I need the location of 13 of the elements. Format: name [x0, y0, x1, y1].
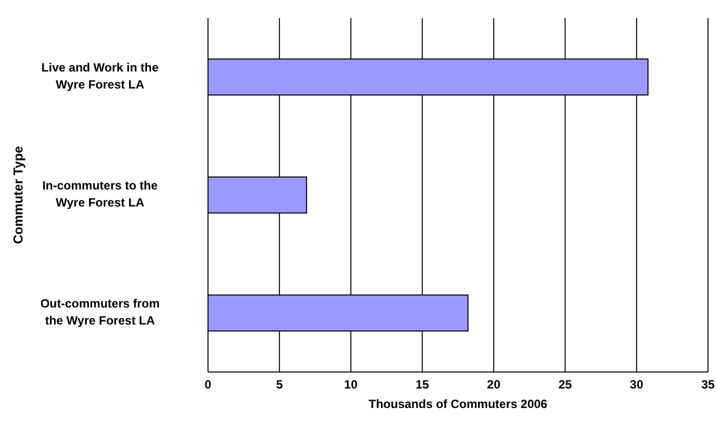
x-axis-title: Thousands of Commuters 2006: [368, 397, 548, 411]
x-tick-label: 15: [416, 378, 430, 392]
y-tick-label: In-commuters to the Wyre Forest LA: [42, 178, 158, 210]
y-tick-label: Out-commuters from the Wyre Forest LA: [40, 296, 160, 328]
x-tick-label: 0: [204, 378, 212, 392]
x-tick-label: 25: [558, 378, 572, 392]
x-tick-label: 5: [276, 378, 284, 392]
y-axis-title: Commuter Type: [10, 146, 26, 244]
x-tick-label: 10: [344, 378, 358, 392]
x-tick-label: 35: [701, 378, 715, 392]
y-tick-label: Live and Work in the Wyre Forest LA: [41, 60, 159, 92]
x-tick-label: 20: [487, 378, 501, 392]
x-tick-label: 30: [630, 378, 644, 392]
